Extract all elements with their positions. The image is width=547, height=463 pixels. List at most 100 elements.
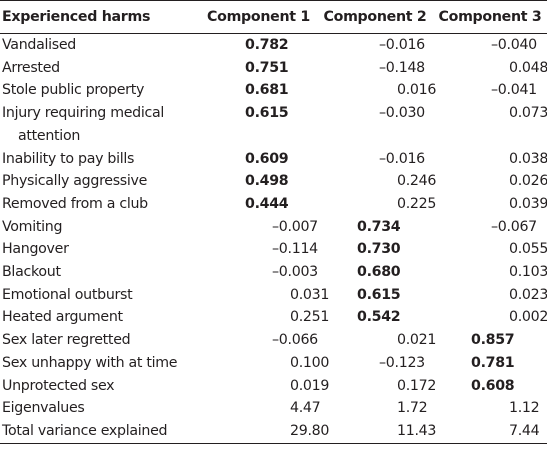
loading-value: 0.680 [357, 264, 401, 281]
loading-value: –0.016 [379, 150, 425, 167]
table-row: Blackout –0.003 0.680 0.103 [0, 261, 547, 284]
table-row: Unprotected sex 0.019 0.172 0.608 [0, 375, 547, 398]
loading-cell-component-1: –0.007 [200, 216, 318, 239]
row-label: Unprotected sex [2, 377, 115, 394]
loading-value: –0.040 [491, 37, 537, 53]
loading-value: 0.100 [290, 354, 330, 371]
header-row: Experienced harms Component 1 Component … [0, 0, 547, 34]
loading-cell-component-1: 0.251 [200, 306, 329, 329]
row-label: Sex later regretted [2, 332, 131, 349]
loading-cell-component-1: 0.615 [200, 102, 317, 147]
table-row: Total variance explained 29.80 11.43 7.44 [0, 419, 547, 444]
row-label: Emotional outburst [2, 286, 133, 303]
loading-cell-component-2: 0.542 [317, 306, 433, 329]
loading-value: –0.007 [272, 218, 318, 235]
loading-cell-component-1: 0.681 [200, 79, 317, 102]
loading-value: 0.751 [245, 59, 289, 76]
loading-value: 0.055 [509, 241, 547, 258]
loading-value: –0.114 [272, 241, 318, 258]
loading-value: –0.123 [379, 354, 425, 371]
loading-value: 1.72 [397, 400, 428, 417]
loading-cell-component-2: 0.730 [317, 238, 433, 261]
table-row: Hangover –0.114 0.730 0.055 [0, 238, 547, 261]
loading-value: 0.073 [509, 105, 547, 122]
row-label: Hangover [2, 241, 69, 258]
loading-value: 0.048 [509, 59, 547, 76]
loading-cell-component-3: 0.857 [433, 329, 547, 352]
header-component-1: Component 1 [200, 0, 317, 34]
loading-value: 0.730 [357, 241, 401, 258]
loading-cell-component-3: 7.44 [433, 419, 547, 444]
loading-cell-component-3: 0.039 [433, 193, 547, 216]
loading-cell-component-2: 0.225 [317, 193, 436, 216]
loading-cell-component-3: 0.055 [433, 238, 547, 261]
loading-value: 0.734 [357, 218, 401, 235]
row-label: Removed from a club [2, 195, 148, 212]
loading-cell-component-3: 0.038 [433, 148, 547, 171]
loading-value: –0.030 [379, 105, 425, 122]
loading-cell-component-2: 0.734 [317, 216, 433, 239]
loading-cell-component-3: –0.067 [433, 216, 547, 239]
table-row: Emotional outburst 0.031 0.615 0.023 [0, 284, 547, 307]
loading-value: 0.246 [397, 173, 437, 190]
loading-value: –0.066 [272, 332, 318, 349]
loading-value: 1.12 [509, 400, 540, 417]
loading-cell-component-1: –0.066 [200, 329, 318, 352]
row-label: Total variance explained [0, 419, 200, 444]
loading-cell-component-1: 0.031 [200, 284, 329, 307]
loading-value: 0.857 [471, 332, 515, 349]
loading-value: 0.038 [509, 150, 547, 167]
loading-value: 0.542 [357, 309, 401, 326]
loading-value: 0.031 [290, 286, 330, 303]
loading-cell-component-2: –0.016 [317, 34, 433, 57]
loading-value: 0.608 [471, 377, 515, 394]
loading-cell-component-1: 0.019 [200, 375, 329, 398]
loading-value: –0.148 [379, 59, 425, 76]
loading-cell-component-3: 1.12 [433, 397, 547, 420]
row-label: Vandalised [2, 37, 76, 53]
loading-cell-component-1: 0.782 [200, 34, 317, 57]
header-component-2: Component 2 [317, 0, 433, 34]
loading-cell-component-2: –0.030 [317, 102, 433, 147]
loading-cell-component-1: –0.003 [200, 261, 318, 284]
loading-cell-component-2: 0.172 [317, 375, 436, 398]
table-row: Sex later regretted –0.066 0.021 0.857 [0, 329, 547, 352]
table-row: Injury requiring medical attention 0.615 –0… [0, 102, 547, 147]
loading-cell-component-2: –0.123 [317, 352, 433, 375]
loading-cell-component-2: –0.016 [317, 148, 433, 171]
loading-cell-component-3: 0.023 [433, 284, 547, 307]
loading-value: –0.016 [379, 37, 425, 53]
loading-cell-component-3: 0.608 [433, 375, 547, 398]
loading-value: 0.039 [509, 195, 547, 212]
row-label: Sex unhappy with at time [2, 354, 178, 371]
row-label: Blackout [2, 264, 61, 281]
loading-value: 0.681 [245, 82, 289, 99]
loading-value: 0.444 [245, 195, 289, 212]
row-label: Eigenvalues [2, 400, 85, 417]
row-label: Physically aggressive [2, 173, 148, 190]
loading-cell-component-1: 0.444 [200, 193, 317, 216]
loading-cell-component-2: 0.615 [317, 284, 433, 307]
loading-value: 0.021 [397, 332, 437, 349]
loading-cell-component-2: –0.148 [317, 57, 433, 80]
row-label: Heated argument [2, 309, 123, 326]
row-label-line: attention [18, 127, 81, 144]
loading-cell-component-1: –0.114 [200, 238, 318, 261]
loading-cell-component-2: 0.680 [317, 261, 433, 284]
loading-value: 0.782 [245, 37, 289, 53]
table-row: Arrested 0.751 –0.148 0.048 [0, 57, 547, 80]
loading-cell-component-3: 0.026 [433, 170, 547, 193]
loading-value: –0.067 [491, 218, 537, 235]
row-label: Stole public property [2, 82, 145, 99]
row-label: Arrested [2, 59, 60, 76]
loading-cell-component-3: 0.103 [433, 261, 547, 284]
loading-value: 0.016 [397, 82, 437, 99]
row-label: Inability to pay bills [2, 150, 135, 167]
loading-value: 0.026 [509, 173, 547, 190]
table-row: Eigenvalues 4.47 1.72 1.12 [0, 397, 547, 420]
loading-cell-component-3: –0.040 [433, 34, 547, 57]
table-row: Inability to pay bills 0.609 –0.016 0.038 [0, 148, 547, 171]
loading-value: 11.43 [397, 422, 437, 439]
loading-value: 0.019 [290, 377, 330, 394]
loading-cell-component-1: 4.47 [200, 397, 321, 420]
